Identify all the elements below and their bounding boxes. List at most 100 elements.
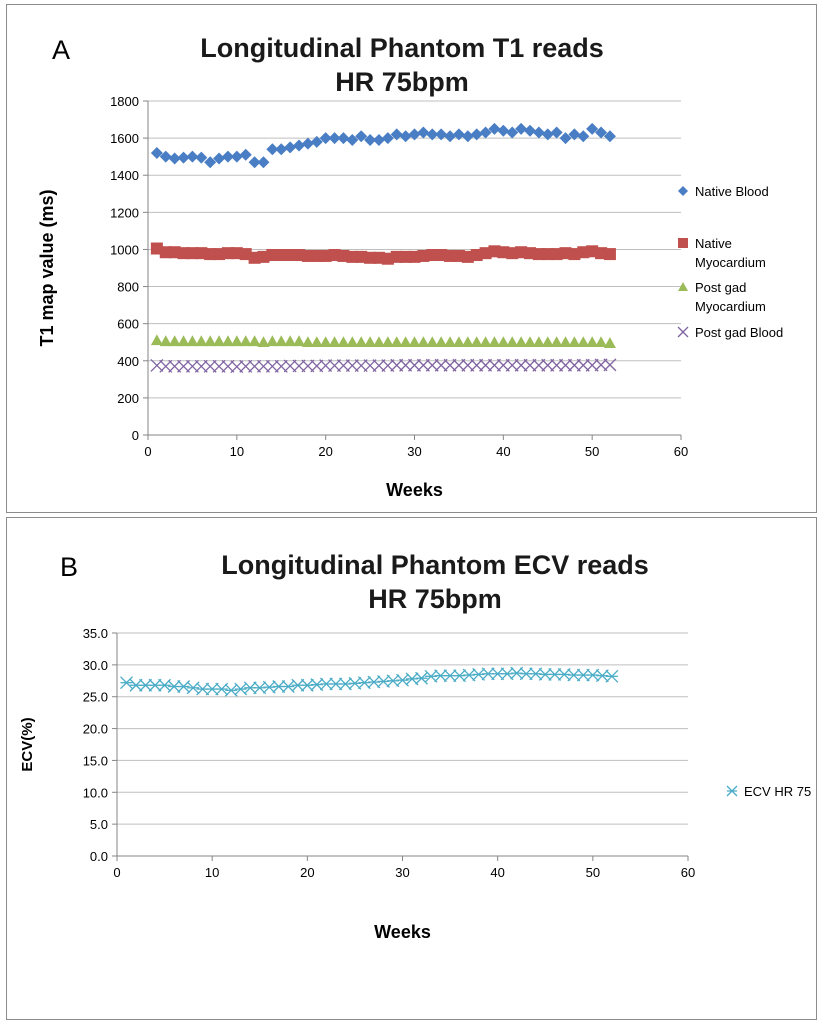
data-point	[523, 336, 536, 348]
chart-title-line-1: Longitudinal Phantom ECV reads	[221, 550, 649, 580]
data-point	[257, 156, 270, 169]
data-point	[239, 148, 252, 161]
y-tick-label: 1400	[110, 168, 139, 183]
x-tick-label: 0	[144, 444, 151, 459]
data-point	[577, 336, 590, 348]
data-point	[328, 132, 341, 145]
data-point	[221, 150, 234, 163]
y-tick-label: 20.0	[83, 722, 108, 737]
y-tick-label: 10.0	[83, 785, 108, 800]
y-tick-label: 5.0	[90, 817, 108, 832]
x-axis-title: Weeks	[374, 922, 431, 942]
data-point	[550, 248, 563, 261]
data-point	[523, 124, 536, 137]
data-point	[355, 130, 368, 143]
data-point	[541, 336, 554, 348]
data-point	[497, 124, 510, 137]
legend-item: Native Myocardium	[678, 236, 766, 270]
legend-item: Post gad Myocardium	[678, 280, 766, 314]
y-tick-label: 1200	[110, 205, 139, 220]
data-point	[532, 336, 545, 348]
panel-label-a: A	[52, 35, 71, 65]
x-tick-label: 40	[490, 865, 504, 880]
data-point	[266, 143, 279, 156]
data-point	[479, 126, 492, 139]
data-point	[586, 122, 599, 135]
y-axis-title: ECV(%)	[19, 717, 36, 771]
legend-item: Native Blood	[678, 184, 769, 199]
data-point	[230, 335, 243, 347]
x-tick-label: 20	[318, 444, 332, 459]
data-point	[541, 128, 554, 141]
x-axis-title: Weeks	[386, 480, 443, 500]
data-point	[213, 335, 226, 347]
data-point	[195, 151, 208, 164]
data-point	[426, 336, 439, 348]
data-point	[678, 238, 688, 248]
data-series	[150, 242, 616, 265]
legend-item: ECV HR 75	[726, 784, 811, 799]
data-point	[159, 335, 172, 347]
x-tick-label: 50	[585, 444, 599, 459]
data-point	[678, 186, 688, 196]
data-point	[568, 128, 581, 141]
data-point	[230, 150, 243, 163]
data-point	[301, 137, 314, 150]
chart-title-line-2: HR 75bpm	[368, 584, 502, 614]
legend-label: Native Blood	[695, 184, 769, 199]
data-series	[120, 666, 619, 697]
y-tick-label: 200	[117, 391, 139, 406]
data-point	[532, 248, 545, 261]
data-point	[275, 335, 288, 347]
legend-item: Post gad Blood	[677, 325, 783, 340]
data-point	[159, 150, 172, 163]
data-point	[275, 143, 288, 156]
data-point	[355, 336, 368, 348]
legend: Native Blood Native Myocardium Post gad Myoc…	[677, 184, 783, 340]
data-point	[301, 336, 314, 348]
data-series	[150, 334, 616, 348]
data-point	[399, 336, 412, 348]
data-series	[150, 122, 616, 169]
chart-title-line-1: Longitudinal Phantom T1 reads	[200, 33, 604, 63]
data-point	[195, 335, 208, 347]
data-point	[364, 336, 377, 348]
x-tick-label: 30	[407, 444, 421, 459]
data-point	[364, 133, 377, 146]
marker-stroke	[310, 359, 324, 373]
data-point	[408, 336, 421, 348]
data-point	[470, 128, 483, 141]
y-tick-label: 1600	[110, 131, 139, 146]
data-point	[168, 152, 181, 165]
data-point	[337, 336, 350, 348]
data-point	[603, 358, 617, 372]
legend-label: Post gad Blood	[695, 325, 783, 340]
data-point	[550, 126, 563, 139]
data-point	[497, 336, 510, 348]
data-point	[568, 248, 581, 261]
data-point	[328, 336, 341, 348]
x-tick-label: 30	[395, 865, 409, 880]
marker-stroke	[677, 326, 689, 338]
marker-stroke	[381, 359, 395, 373]
data-point	[506, 336, 519, 348]
data-point	[284, 141, 297, 154]
data-point	[550, 336, 563, 348]
data-point	[177, 335, 190, 347]
x-tick-label: 20	[300, 865, 314, 880]
data-point	[417, 126, 430, 139]
data-point	[726, 785, 738, 797]
data-point	[364, 251, 377, 264]
y-tick-label: 25.0	[83, 690, 108, 705]
data-point	[586, 336, 599, 348]
data-point	[266, 335, 279, 347]
data-point	[461, 336, 474, 348]
data-point	[559, 336, 572, 348]
x-tick-label: 60	[681, 865, 695, 880]
gridlines	[117, 632, 688, 857]
data-point	[284, 335, 297, 347]
marker-stroke	[230, 360, 244, 374]
data-point	[452, 128, 465, 141]
data-point	[248, 251, 261, 264]
data-point	[595, 336, 608, 348]
